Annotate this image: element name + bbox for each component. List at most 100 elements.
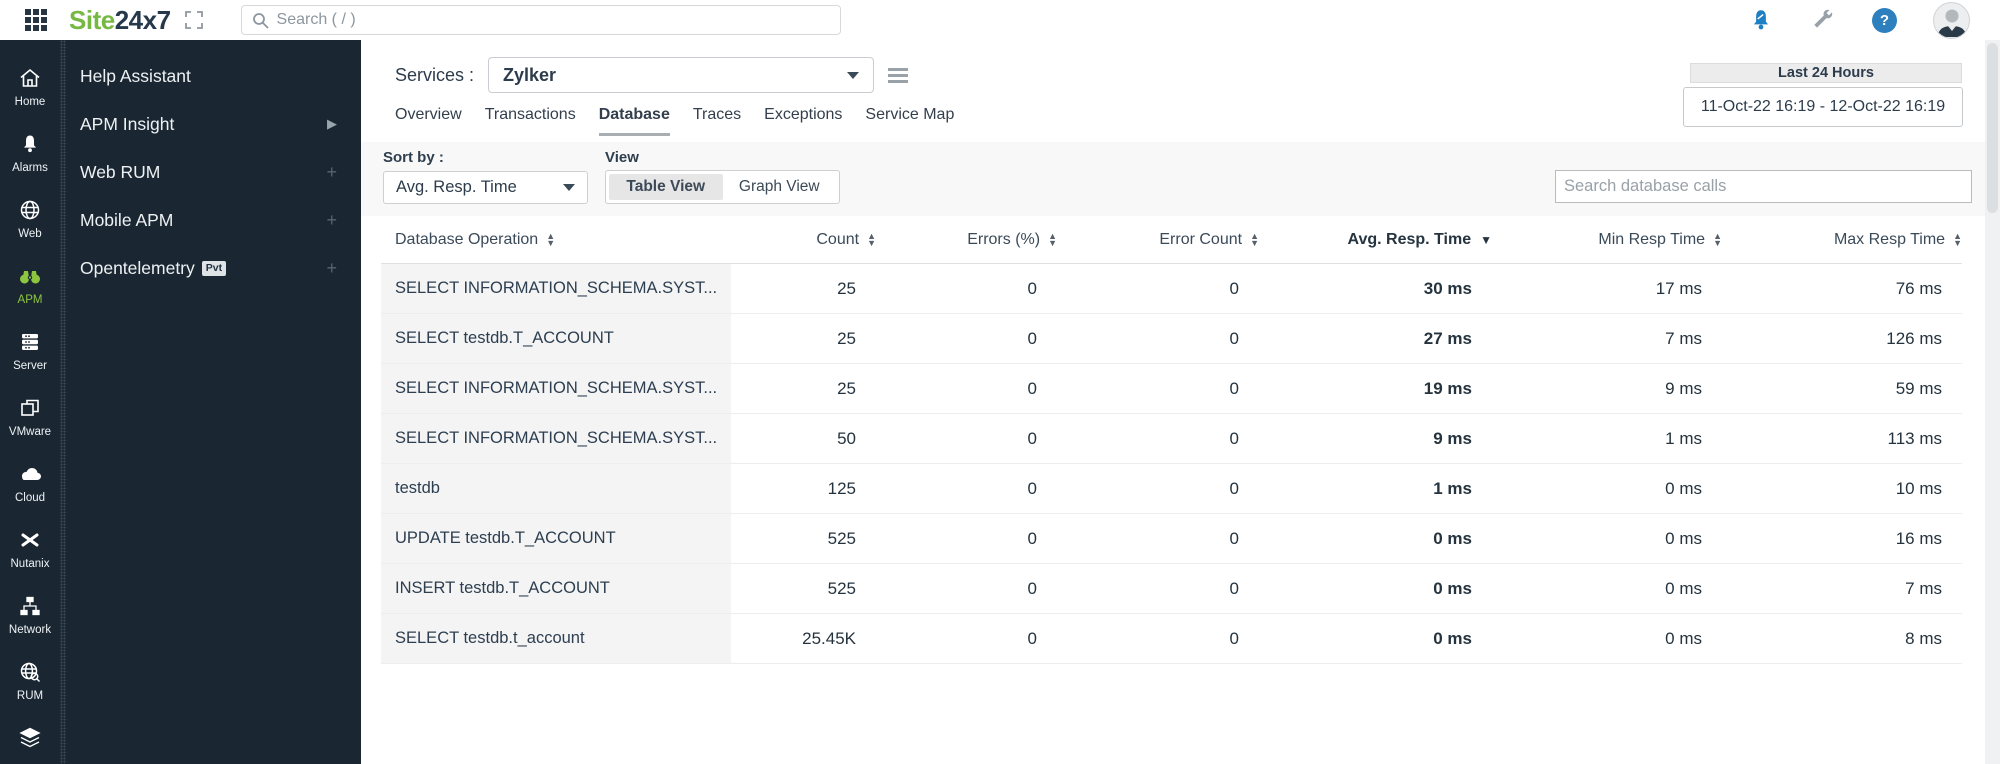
sidebar-item-nutanix[interactable]: Nutanix bbox=[0, 528, 60, 570]
cell-error-count: 0 bbox=[1229, 328, 1239, 348]
global-search[interactable] bbox=[240, 5, 841, 35]
cell-avg-resp: 19 ms bbox=[1423, 378, 1472, 398]
notifications-bell-icon[interactable] bbox=[1748, 7, 1774, 33]
tab-overview[interactable]: Overview bbox=[395, 106, 462, 123]
topbar: Site24x7 ? bbox=[0, 0, 2000, 40]
sidebar-item-more[interactable] bbox=[0, 726, 60, 756]
service-selector[interactable]: Zylker bbox=[488, 57, 875, 93]
table-row[interactable]: INSERT testdb.T_ACCOUNT 525 0 0 0 ms 0 m… bbox=[381, 564, 1962, 614]
layers-icon bbox=[19, 727, 41, 748]
scrollbar-thumb[interactable] bbox=[1987, 43, 1998, 213]
cell-max-resp: 16 ms bbox=[1895, 528, 1942, 548]
app-grid-icon[interactable] bbox=[25, 9, 47, 31]
cell-operation[interactable]: SELECT INFORMATION_SCHEMA.SYST... bbox=[381, 264, 731, 313]
cell-max-resp: 59 ms bbox=[1895, 378, 1942, 398]
col-header-avg-resp-time[interactable]: Avg. Resp. Time bbox=[1259, 216, 1492, 263]
help-icon[interactable]: ? bbox=[1872, 7, 1897, 33]
table-row[interactable]: UPDATE testdb.T_ACCOUNT 525 0 0 0 ms 0 m… bbox=[381, 514, 1962, 564]
global-search-input[interactable] bbox=[276, 11, 830, 29]
cell-operation[interactable]: SELECT INFORMATION_SCHEMA.SYST... bbox=[381, 414, 731, 463]
cell-count: 125 bbox=[827, 478, 856, 498]
topbar-actions: ? bbox=[1748, 0, 1970, 40]
tab-service-map[interactable]: Service Map bbox=[865, 106, 955, 123]
sort-by-value: Avg. Resp. Time bbox=[396, 178, 517, 196]
site24x7-logo[interactable]: Site24x7 bbox=[69, 4, 171, 35]
sidebar-item-web[interactable]: Web bbox=[0, 198, 60, 240]
tab-transactions[interactable]: Transactions bbox=[484, 106, 576, 123]
plus-icon[interactable] bbox=[326, 258, 337, 279]
date-range-picker[interactable]: 11-Oct-22 16:19 - 12-Oct-22 16:19 bbox=[1683, 87, 1963, 127]
database-search[interactable] bbox=[1555, 170, 1972, 203]
col-header-count[interactable]: Count bbox=[731, 216, 876, 263]
cell-min-resp: 0 ms bbox=[1665, 528, 1702, 548]
nav-item-web-rum[interactable]: Web RUM bbox=[66, 148, 361, 196]
server-icon bbox=[22, 334, 38, 350]
cell-operation[interactable]: SELECT testdb.t_account bbox=[381, 614, 731, 663]
nav-item-help-assistant[interactable]: Help Assistant bbox=[80, 65, 191, 86]
table-row[interactable]: SELECT INFORMATION_SCHEMA.SYST... 25 0 0… bbox=[381, 264, 1962, 314]
tab-exceptions[interactable]: Exceptions bbox=[764, 106, 843, 123]
cell-error-count: 0 bbox=[1229, 578, 1239, 598]
table-row[interactable]: SELECT INFORMATION_SCHEMA.SYST... 25 0 0… bbox=[381, 364, 1962, 414]
nav-item-mobile-apm[interactable]: Mobile APM bbox=[66, 196, 361, 244]
sidebar-item-network[interactable]: Network bbox=[0, 594, 60, 636]
cell-count: 25 bbox=[837, 328, 856, 348]
cell-max-resp: 126 ms bbox=[1886, 328, 1942, 348]
graph-view-button[interactable]: Graph View bbox=[738, 178, 820, 195]
nav-item-opentelemetry[interactable]: Opentelemetry Pvt bbox=[66, 244, 361, 292]
col-header-error-count[interactable]: Error Count bbox=[1057, 216, 1259, 263]
table-row[interactable]: SELECT testdb.t_account 25.45K 0 0 0 ms … bbox=[381, 614, 1962, 664]
vmware-icon bbox=[21, 399, 39, 416]
sidebar-item-server[interactable]: Server bbox=[0, 330, 60, 372]
table-view-button[interactable]: Table View bbox=[609, 174, 723, 200]
tab-database[interactable]: Database bbox=[598, 106, 670, 136]
database-search-input[interactable] bbox=[1564, 177, 1963, 196]
home-icon bbox=[20, 68, 40, 87]
cell-operation[interactable]: SELECT testdb.T_ACCOUNT bbox=[381, 314, 731, 363]
sort-by-select[interactable]: Avg. Resp. Time bbox=[383, 171, 588, 204]
col-header-database-operation[interactable]: Database Operation bbox=[381, 216, 731, 263]
view-label: View bbox=[605, 149, 639, 166]
cell-avg-resp: 9 ms bbox=[1433, 428, 1472, 448]
table-row[interactable]: SELECT testdb.T_ACCOUNT 25 0 0 27 ms 7 m… bbox=[381, 314, 1962, 364]
chevron-down-icon bbox=[563, 184, 575, 191]
cell-max-resp: 7 ms bbox=[1905, 578, 1942, 598]
user-avatar[interactable] bbox=[1933, 1, 1970, 39]
cell-max-resp: 76 ms bbox=[1895, 278, 1942, 298]
cell-operation[interactable]: testdb bbox=[381, 464, 731, 513]
nutanix-icon bbox=[21, 533, 39, 547]
apm-nav-sidebar: Help Assistant APM Insight Web RUM Mobil… bbox=[66, 40, 361, 764]
expand-icon[interactable] bbox=[183, 9, 205, 31]
table-row[interactable]: SELECT INFORMATION_SCHEMA.SYST... 50 0 0… bbox=[381, 414, 1962, 464]
sidebar-item-rum[interactable]: RUM bbox=[0, 660, 60, 702]
sidebar-divider bbox=[60, 40, 66, 764]
tab-traces[interactable]: Traces bbox=[692, 106, 742, 123]
admin-wrench-icon[interactable] bbox=[1810, 7, 1836, 33]
vertical-scrollbar[interactable] bbox=[1985, 40, 2000, 764]
nav-item-apm-insight[interactable]: APM Insight bbox=[66, 100, 361, 148]
sidebar-item-vmware[interactable]: VMware bbox=[0, 396, 60, 438]
time-period-button[interactable]: Last 24 Hours bbox=[1690, 63, 1962, 83]
plus-icon[interactable] bbox=[326, 210, 337, 231]
cell-operation[interactable]: INSERT testdb.T_ACCOUNT bbox=[381, 564, 731, 613]
cell-avg-resp: 1 ms bbox=[1433, 478, 1472, 498]
alarms-icon bbox=[24, 135, 36, 153]
cell-operation[interactable]: UPDATE testdb.T_ACCOUNT bbox=[381, 514, 731, 563]
table-row[interactable]: testdb 125 0 0 1 ms 0 ms 10 ms bbox=[381, 464, 1962, 514]
cell-min-resp: 9 ms bbox=[1665, 378, 1702, 398]
cell-operation[interactable]: SELECT INFORMATION_SCHEMA.SYST... bbox=[381, 364, 731, 413]
apm-icon bbox=[20, 271, 40, 284]
sidebar-item-apm[interactable]: APM bbox=[0, 264, 60, 306]
plus-icon[interactable] bbox=[326, 162, 337, 183]
cell-max-resp: 10 ms bbox=[1895, 478, 1942, 498]
cell-count: 525 bbox=[827, 528, 856, 548]
sidebar-item-cloud[interactable]: Cloud bbox=[0, 462, 60, 504]
sidebar-item-alarms[interactable]: Alarms bbox=[0, 132, 60, 174]
col-header-errors-pct[interactable]: Errors (%) bbox=[876, 216, 1057, 263]
sidebar-item-home[interactable]: Home bbox=[0, 66, 60, 108]
rum-icon bbox=[20, 662, 41, 683]
services-label: Services : bbox=[395, 64, 475, 85]
col-header-min-resp-time[interactable]: Min Resp Time bbox=[1492, 216, 1722, 263]
menu-icon[interactable] bbox=[888, 67, 909, 83]
col-header-max-resp-time[interactable]: Max Resp Time bbox=[1722, 216, 1962, 263]
